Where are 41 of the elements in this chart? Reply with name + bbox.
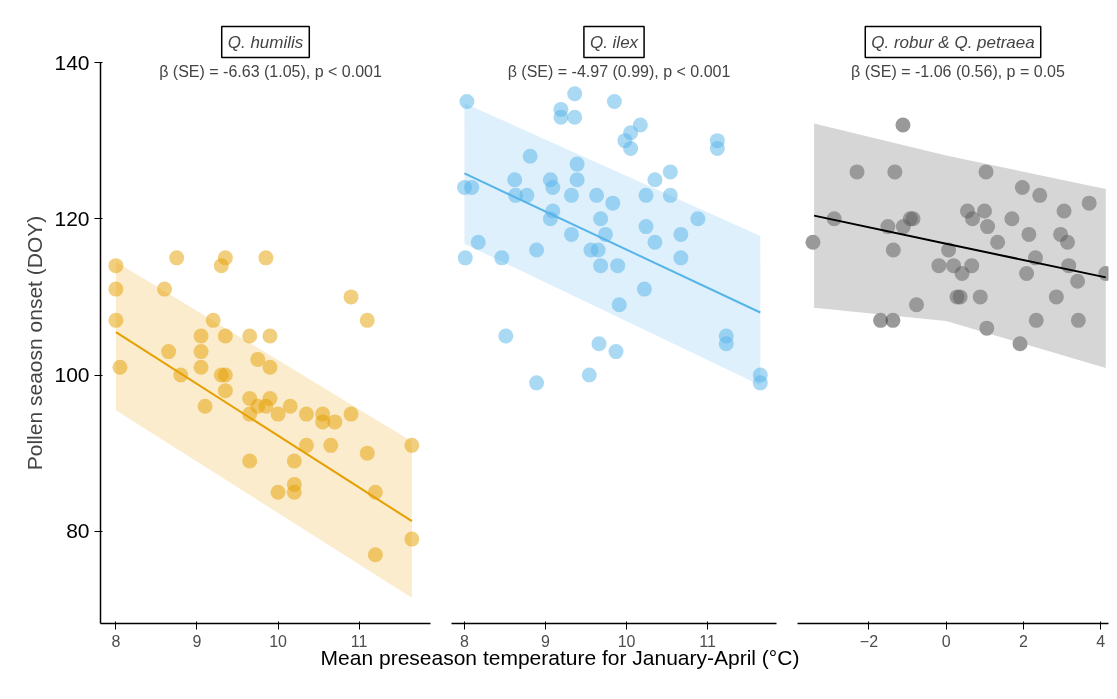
point bbox=[606, 94, 622, 110]
x-tick-label: 4 bbox=[1096, 632, 1106, 650]
point bbox=[709, 140, 725, 156]
point bbox=[498, 328, 514, 344]
y-tick-label: 140 bbox=[54, 50, 90, 74]
x-tick-label: 2 bbox=[1019, 632, 1029, 650]
annotation: β (SE) = -4.97 (0.99), p < 0.001 bbox=[507, 63, 731, 80]
point bbox=[242, 328, 258, 344]
point bbox=[567, 109, 583, 125]
chart-title: Q. humilis bbox=[227, 32, 304, 52]
point bbox=[213, 258, 229, 274]
annotation: β (SE) = -6.63 (1.05), p < 0.001 bbox=[159, 63, 382, 80]
y-tick-label: 80 bbox=[66, 519, 90, 543]
point bbox=[567, 86, 583, 102]
x-tick-label: −2 bbox=[859, 632, 879, 650]
y-tick-label: 100 bbox=[54, 363, 90, 387]
chart-title: Q. ilex bbox=[589, 32, 639, 52]
x-tick-label: 10 bbox=[269, 632, 288, 650]
point bbox=[169, 250, 185, 266]
point bbox=[359, 312, 375, 328]
point bbox=[581, 367, 597, 383]
chart-title: Q. robur & Q. petraea bbox=[871, 32, 1035, 52]
point bbox=[632, 117, 648, 133]
y-axis-title: Pollen seaosn onset (DOY) bbox=[23, 215, 47, 471]
point bbox=[591, 336, 607, 352]
y-tick-label: 120 bbox=[54, 206, 90, 230]
x-tick-label: 8 bbox=[111, 632, 121, 650]
point bbox=[529, 375, 545, 391]
point bbox=[662, 164, 678, 180]
point bbox=[647, 172, 663, 188]
point bbox=[553, 109, 569, 125]
point bbox=[258, 250, 274, 266]
point bbox=[457, 250, 473, 266]
annotation: β (SE) = -1.06 (0.56), p = 0.05 bbox=[851, 63, 1065, 80]
point bbox=[608, 344, 624, 360]
point bbox=[262, 328, 278, 344]
point bbox=[895, 117, 911, 133]
point bbox=[343, 289, 359, 305]
point bbox=[623, 140, 639, 156]
x-tick-label: 0 bbox=[941, 632, 951, 650]
x-tick-label: 9 bbox=[192, 632, 202, 650]
